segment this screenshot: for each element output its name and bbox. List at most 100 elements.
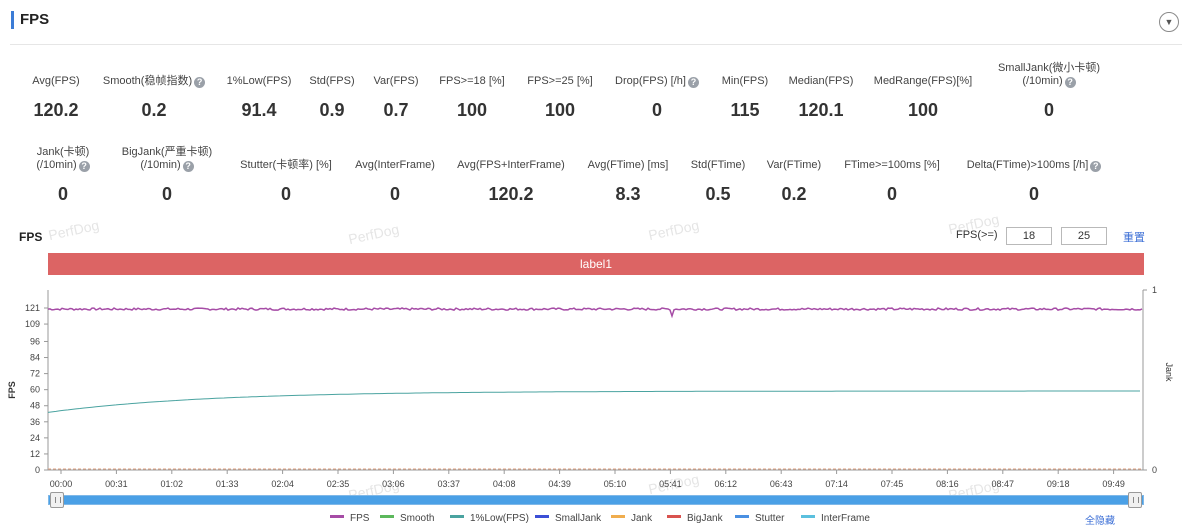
help-icon[interactable]: ? bbox=[194, 77, 206, 88]
metric-label-text: Delta(FTime)>100ms [/h] bbox=[966, 159, 1089, 171]
metric-value: 0 bbox=[389, 184, 400, 204]
metric-r1-3: Std(FPS) 0.9 bbox=[252, 75, 412, 135]
metric-label-text: FTime>=100ms [%] bbox=[844, 159, 940, 171]
y2-tick-label: 0 bbox=[1152, 465, 1157, 475]
metric-label: BigJank(严重卡顿) bbox=[87, 146, 247, 159]
chevron-down-icon[interactable]: ▼ bbox=[1159, 12, 1179, 32]
metric-label-text: FPS>=18 [%] bbox=[439, 75, 505, 87]
help-icon[interactable]: ? bbox=[687, 77, 699, 88]
metric-r1-2: 1%Low(FPS) 91.4 bbox=[179, 75, 339, 135]
legend-item[interactable]: FPS bbox=[330, 512, 369, 526]
metric-value: 0 bbox=[161, 184, 172, 204]
metric-label-text: Drop(FPS) [/h] bbox=[615, 75, 686, 87]
x-tick-label: 09:49 bbox=[1102, 479, 1125, 489]
help-icon[interactable]: ? bbox=[1090, 161, 1102, 172]
legend-item[interactable]: Jank bbox=[611, 512, 652, 526]
legend-item[interactable]: Stutter bbox=[735, 512, 784, 526]
y-tick-label: 84 bbox=[30, 353, 40, 363]
watermark: PerfDog bbox=[46, 216, 101, 244]
legend-swatch-icon bbox=[450, 515, 464, 518]
threshold-input-1[interactable]: 18 bbox=[1006, 227, 1052, 245]
watermark: PerfDog bbox=[646, 216, 701, 244]
metric-label: 1%Low(FPS) bbox=[179, 75, 339, 88]
metric-value: 0 bbox=[1028, 184, 1039, 204]
metric-r1-11: SmallJank(微小卡顿) (/10min)? 0 bbox=[969, 62, 1129, 122]
metric-label-text: MedRange(FPS)[%] bbox=[873, 75, 973, 87]
legend-item[interactable]: Smooth bbox=[380, 512, 434, 526]
metric-label-text: Stutter(卡顿率) [%] bbox=[240, 159, 332, 171]
legend-label: 1%Low(FPS) bbox=[470, 513, 529, 524]
metric-r1-4: Var(FPS) 0.7 bbox=[316, 75, 476, 135]
label-bar[interactable]: label1 bbox=[48, 253, 1144, 275]
hide-all-button[interactable]: 全隐藏 bbox=[1085, 516, 1115, 526]
legend-swatch-icon bbox=[735, 515, 749, 518]
metric-value: 91.4 bbox=[241, 100, 277, 120]
reset-button[interactable]: 重置 bbox=[1123, 232, 1145, 244]
metric-label-text: BigJank(严重卡顿) bbox=[121, 146, 213, 158]
threshold-input-2[interactable]: 25 bbox=[1061, 227, 1107, 245]
x-tick-label: 06:12 bbox=[715, 479, 738, 489]
legend-item[interactable]: InterFrame bbox=[801, 512, 870, 526]
x-tick-label: 06:43 bbox=[770, 479, 793, 489]
x-tick-label: 05:10 bbox=[604, 479, 627, 489]
metric-label: Jank(卡顿) bbox=[0, 146, 143, 159]
header-divider bbox=[10, 44, 1182, 45]
metric-value: 0.2 bbox=[781, 184, 807, 204]
x-tick-label: 02:35 bbox=[327, 479, 350, 489]
metric-label: Avg(FTime) [ms] bbox=[548, 159, 708, 172]
metric-value: 0.2 bbox=[141, 100, 167, 120]
fps-line-chart[interactable]: 0 12 24 36 48 60 72 84 96 109 121 0 1 FPS Jank 00:00 00:… bbox=[0, 280, 1188, 490]
metric-label: FPS>=18 [%] bbox=[392, 75, 552, 88]
metric-r1-0: Avg(FPS) 120.2 bbox=[0, 75, 136, 135]
metric-r1-7: Drop(FPS) [/h]? 0 bbox=[577, 75, 737, 135]
metric-label-text: Var(FPS) bbox=[373, 75, 419, 87]
help-icon[interactable]: ? bbox=[78, 161, 90, 172]
x-tick-label: 01:02 bbox=[161, 479, 184, 489]
time-range-slider[interactable] bbox=[48, 492, 1144, 508]
metric-label-text: Min(FPS) bbox=[721, 75, 769, 87]
metric-label-unit: (/10min)? bbox=[0, 159, 143, 172]
metric-label-text: Var(FTime) bbox=[766, 159, 822, 171]
legend-item[interactable]: BigJank bbox=[667, 512, 723, 526]
section-title: FPS bbox=[20, 11, 50, 28]
metric-label-text: 1%Low(FPS) bbox=[226, 75, 292, 87]
y2-axis-title: Jank bbox=[1164, 362, 1174, 382]
chart-title: FPS bbox=[19, 230, 43, 244]
metric-label-text: Avg(InterFrame) bbox=[355, 159, 435, 171]
metric-label-unit-text: (/10min) bbox=[1022, 75, 1063, 87]
metric-label: Median(FPS) bbox=[741, 75, 901, 88]
range-track[interactable] bbox=[48, 495, 1144, 505]
series-fps-line bbox=[47, 306, 1143, 319]
metric-label: Var(FPS) bbox=[316, 75, 476, 88]
metric-value: 8.3 bbox=[615, 184, 641, 204]
metric-label: Avg(FPS+InterFrame) bbox=[431, 159, 591, 172]
range-handle-left[interactable] bbox=[50, 492, 64, 508]
metric-value: 120.2 bbox=[488, 184, 534, 204]
y-tick-label: 48 bbox=[30, 401, 40, 411]
legend-swatch-icon bbox=[330, 515, 344, 518]
y-tick-label: 36 bbox=[30, 417, 40, 427]
x-tick-label: 08:16 bbox=[936, 479, 959, 489]
legend-item[interactable]: SmallJank bbox=[535, 512, 601, 526]
legend-item[interactable]: 1%Low(FPS) bbox=[450, 512, 529, 526]
range-handle-right[interactable] bbox=[1128, 492, 1142, 508]
legend-swatch-icon bbox=[380, 515, 394, 518]
metric-r1-5: FPS>=18 [%] 100 bbox=[392, 75, 552, 135]
metric-r2-5: Avg(FTime) [ms] 8.3 bbox=[548, 159, 708, 219]
title-accent-bar bbox=[11, 11, 14, 29]
metric-label: FPS>=25 [%] bbox=[480, 75, 640, 88]
x-tick-label: 03:06 bbox=[382, 479, 405, 489]
x-tick-label: 09:18 bbox=[1047, 479, 1070, 489]
section-header: FPS ▼ bbox=[0, 0, 1188, 45]
series-1pct-low-line bbox=[47, 390, 1140, 413]
x-tick-label: 00:31 bbox=[105, 479, 128, 489]
help-icon[interactable]: ? bbox=[182, 161, 194, 172]
legend-swatch-icon bbox=[611, 515, 625, 518]
metric-label-text: Avg(FPS+InterFrame) bbox=[457, 159, 565, 171]
metric-r2-7: Var(FTime) 0.2 bbox=[714, 159, 874, 219]
legend-label: SmallJank bbox=[555, 513, 602, 524]
legend-swatch-icon bbox=[667, 515, 681, 518]
help-icon[interactable]: ? bbox=[1064, 77, 1076, 88]
metric-label: Var(FTime) bbox=[714, 159, 874, 172]
x-tick-label: 04:08 bbox=[493, 479, 516, 489]
